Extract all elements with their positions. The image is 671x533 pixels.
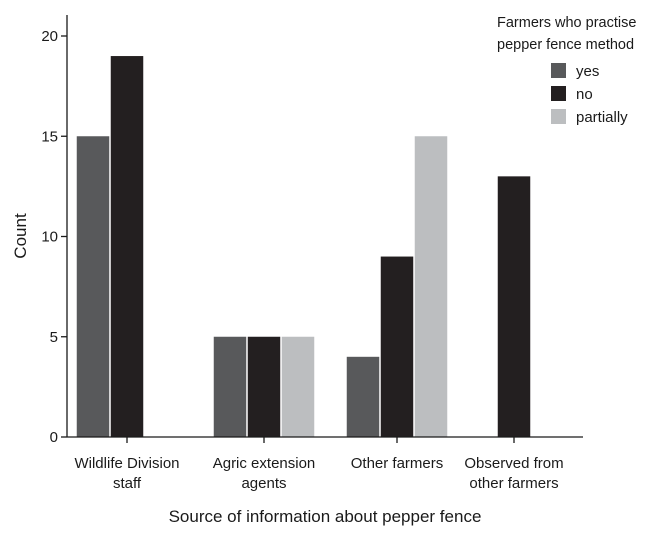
legend-swatch-no [551,86,566,101]
legend-label-partially: partially [576,109,628,126]
x-tick-label: Other farmers [351,455,444,472]
legend-label-yes: yes [576,63,599,80]
legend: Farmers who practise pepper fence method… [497,15,636,126]
y-tick-label: 20 [41,28,58,45]
bar-yes [346,356,380,437]
legend-swatch-yes [551,63,566,78]
x-tick-label: Observed from [464,455,563,472]
y-axis-title: Count [11,213,30,259]
legend-title-line-2: pepper fence method [497,37,634,53]
x-tick-label: other farmers [469,475,558,492]
bar-no [380,256,414,437]
y-ticks-group: 0 5 10 15 20 [41,28,67,446]
bar-yes [76,136,110,437]
x-tick-label: Agric extension [213,455,316,472]
x-tick-label: agents [241,475,286,492]
legend-items: yes no partially [551,63,628,126]
legend-swatch-partially [551,109,566,124]
bars-group [76,56,531,438]
y-tick-label: 15 [41,128,58,145]
y-tick-label: 10 [41,229,58,246]
bar-yes [213,336,247,437]
bar-no [110,56,144,438]
bar-partially [281,336,315,437]
x-ticks-group: Wildlife Division staff Agric extension age… [74,437,564,492]
bar-partially [414,136,448,437]
legend-title-line-1: Farmers who practise [497,15,636,31]
y-tick-label: 5 [50,329,58,346]
legend-label-no: no [576,86,593,103]
bar-no [497,176,531,437]
x-tick-label: staff [113,475,142,492]
y-tick-label: 0 [50,429,58,446]
x-tick-label: Wildlife Division [74,455,179,472]
x-axis-title: Source of information about pepper fence [169,507,482,526]
bar-no [247,336,281,437]
